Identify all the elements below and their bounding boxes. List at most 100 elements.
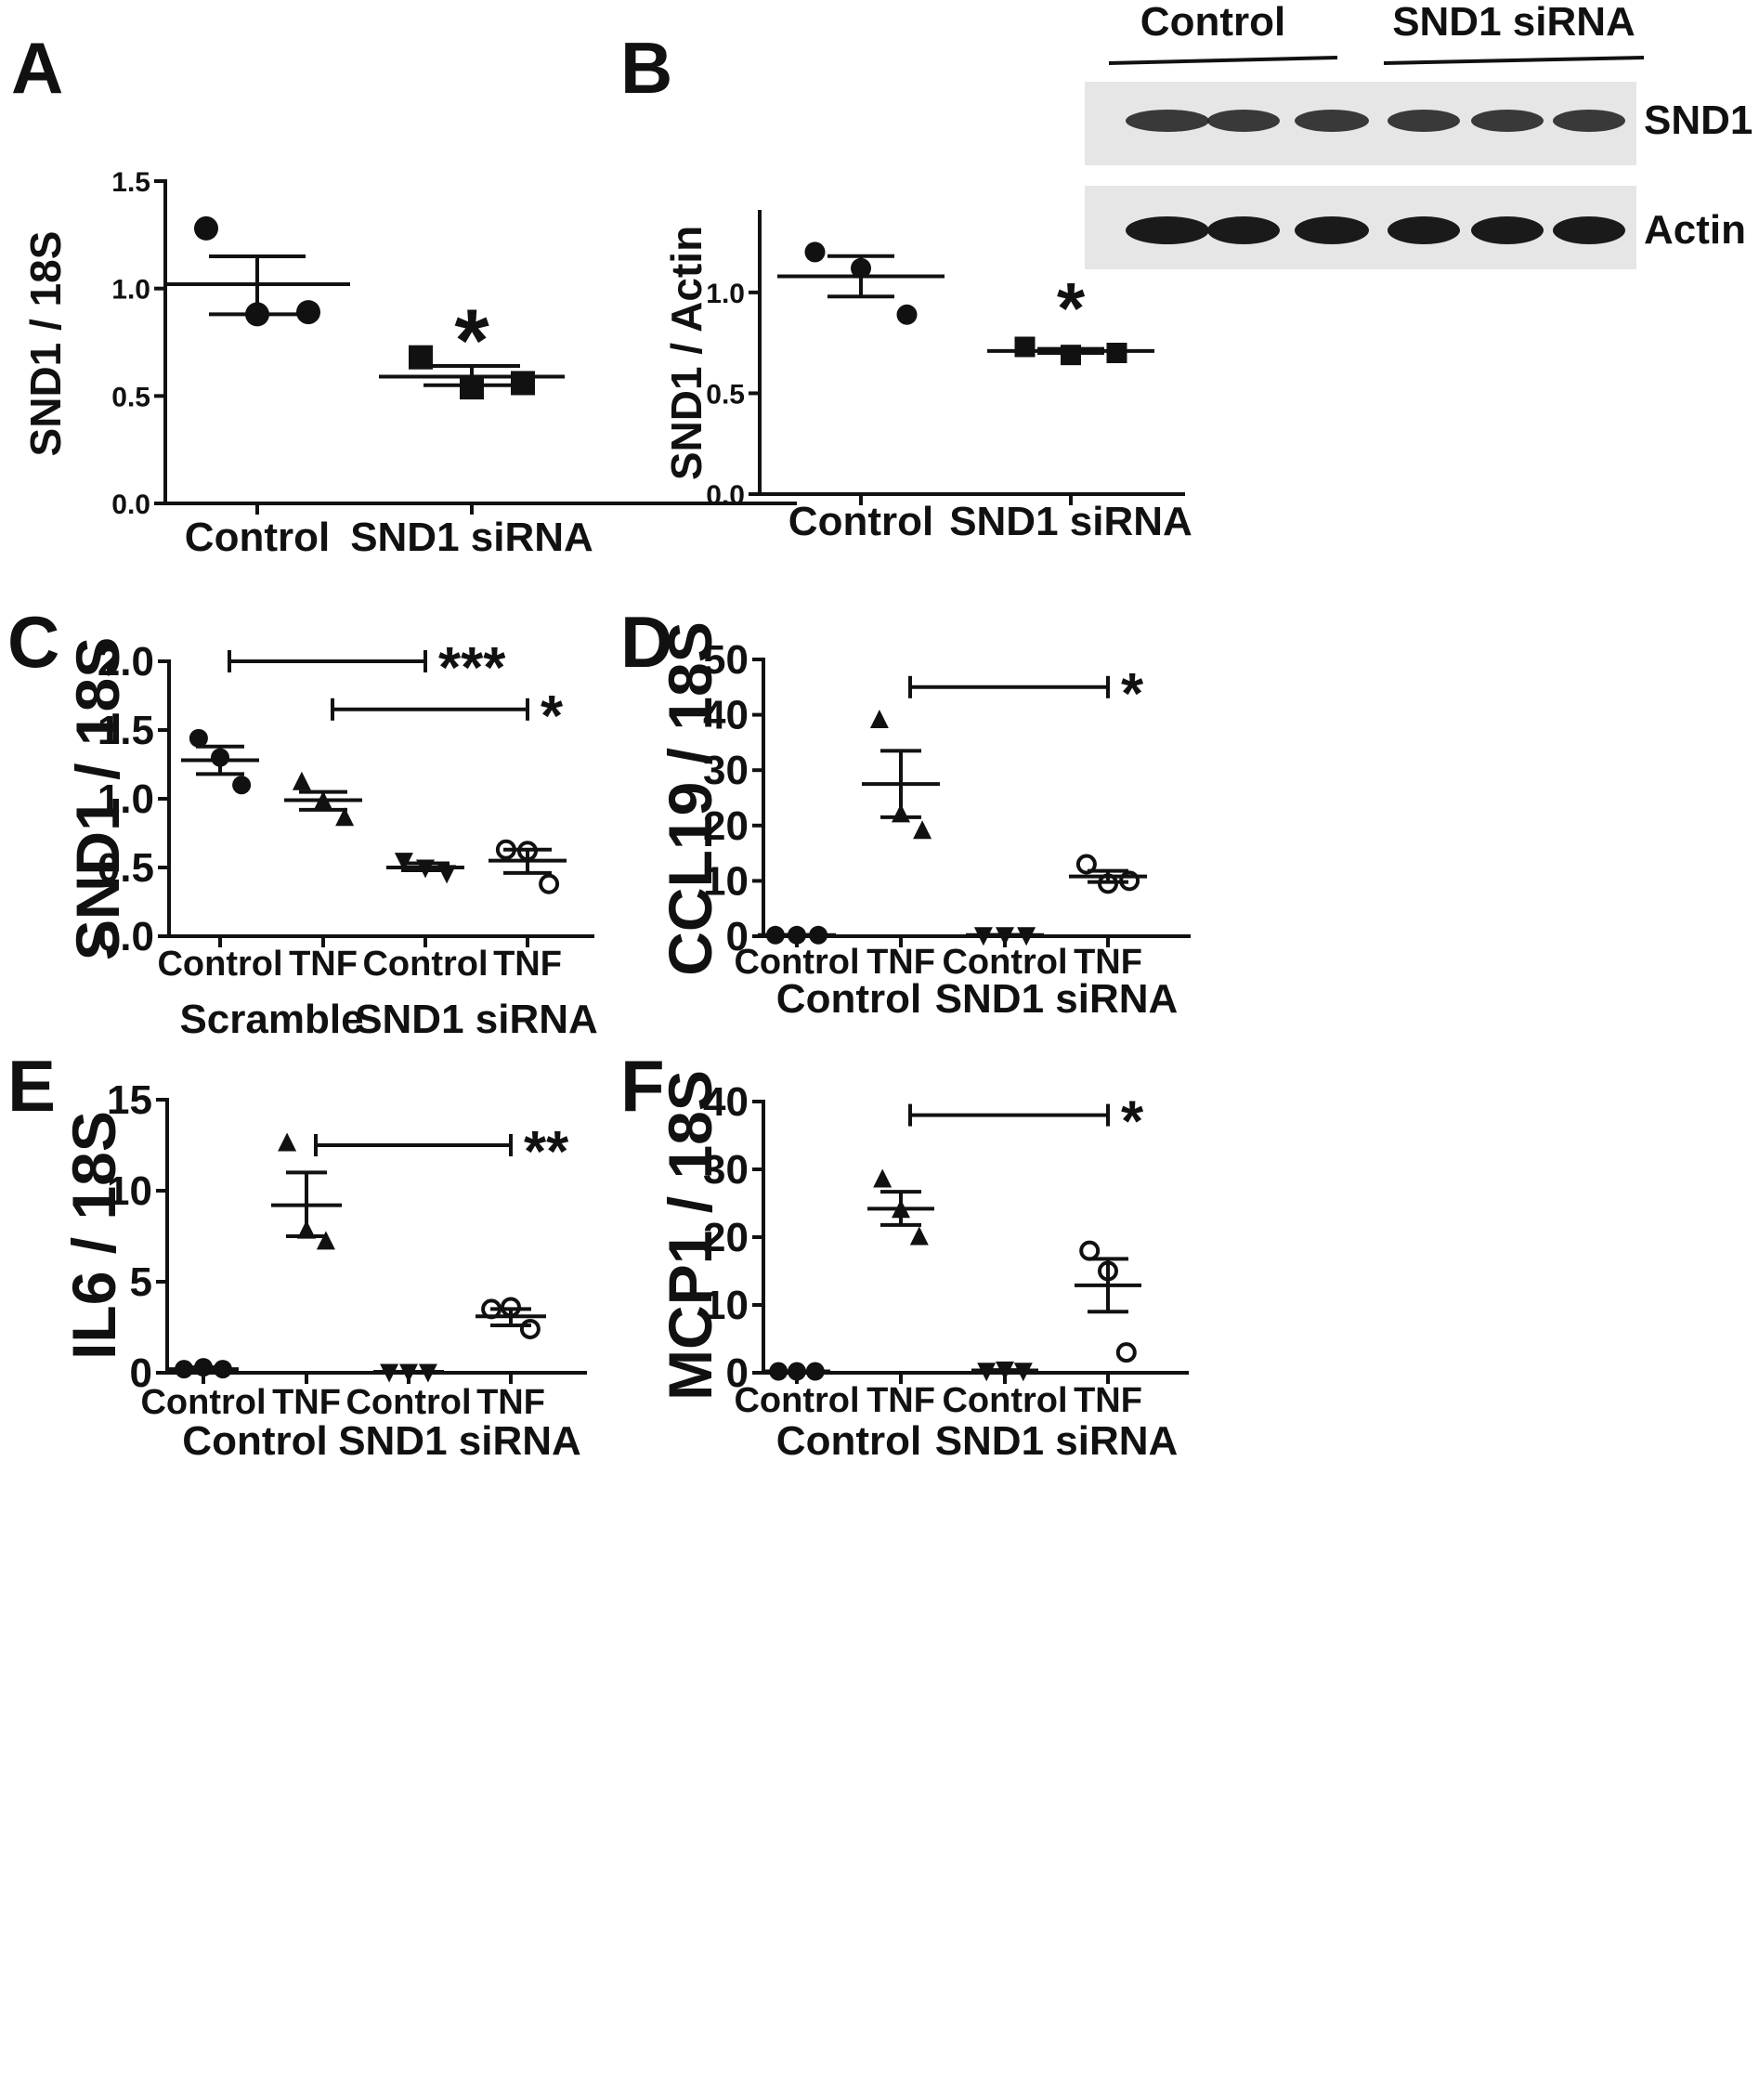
blot-band: [1553, 216, 1625, 244]
data-point: [804, 241, 826, 263]
series-2: [862, 710, 940, 840]
y-tick-label: 10: [703, 1283, 749, 1328]
data-point: [278, 1132, 297, 1152]
y-axis-label: IL6 / 18S: [59, 1111, 128, 1360]
series-1: [164, 215, 350, 327]
data-point: [1079, 1240, 1101, 1261]
x-tick-label: TNF: [476, 1383, 545, 1422]
data-point: [189, 728, 208, 748]
data-point: [232, 776, 252, 795]
group-label: Control: [182, 1418, 327, 1464]
blot-band: [1126, 110, 1209, 132]
data-point: [194, 215, 218, 241]
x-tick-label: SND1 siRNA: [949, 499, 1192, 544]
y-tick-label: 1.0: [98, 776, 154, 822]
group-label: Control: [776, 976, 921, 1022]
y-tick-label: 30: [703, 748, 749, 793]
blot-group-label: Control: [1140, 0, 1285, 45]
significance-star: *: [1121, 662, 1144, 726]
x-tick-label: TNF: [866, 1381, 935, 1420]
series-1: [763, 1362, 830, 1381]
data-point: [296, 300, 320, 325]
y-tick-label: 0.0: [111, 489, 150, 520]
y-tick-label: 0.0: [98, 914, 154, 959]
group-label: Scramble: [179, 997, 363, 1042]
blot-row-label: Actin: [1644, 207, 1746, 253]
y-axis-label: SND1 / 18S: [21, 231, 70, 457]
x-tick-label: Control: [345, 1383, 471, 1422]
data-point: [519, 1318, 541, 1339]
x-tick-label: TNF: [272, 1383, 341, 1422]
x-tick-label: Control: [157, 945, 282, 984]
x-tick-label: Control: [185, 515, 330, 560]
y-tick-label: 20: [703, 1215, 749, 1260]
y-tick-label: 15: [107, 1077, 152, 1123]
group-label: Control: [776, 1418, 921, 1464]
blot-band: [1207, 110, 1280, 132]
data-point: [869, 710, 889, 729]
panel-label-b: B: [620, 27, 672, 109]
x-tick-label: TNF: [289, 945, 358, 984]
x-tick-label: SND1 siRNA: [350, 515, 593, 560]
y-axis-label: CCL19 / 18S: [656, 621, 724, 976]
y-tick-label: 50: [703, 637, 749, 683]
significance-star: *: [541, 685, 564, 749]
series-2: [867, 1168, 934, 1246]
y-tick-label: 0: [130, 1350, 152, 1396]
panel-label-d: D: [620, 601, 672, 683]
data-point: [913, 820, 932, 840]
blot-band: [1471, 110, 1544, 132]
data-point: [873, 1168, 893, 1188]
series-2: [271, 1132, 342, 1250]
y-tick-label: 1.5: [111, 167, 150, 198]
y-tick-label: 0.5: [111, 382, 150, 412]
series-4: [1069, 854, 1147, 894]
blot-group-underline: [1383, 56, 1645, 65]
x-tick-label: TNF: [1074, 943, 1142, 982]
y-axis-label: SND1 / 18S: [63, 637, 132, 961]
series-1: [758, 925, 836, 945]
series-4: [489, 839, 567, 894]
group-label: SND1 siRNA: [355, 997, 598, 1042]
group-label: SND1 siRNA: [338, 1418, 581, 1464]
panel-label-e: E: [7, 1045, 56, 1127]
data-point: [292, 771, 311, 790]
significance-star: *: [454, 292, 489, 391]
blot-group-underline: [1108, 56, 1338, 65]
series-3: [386, 853, 464, 884]
y-tick-label: 0.5: [706, 379, 745, 410]
data-point: [316, 1231, 335, 1250]
y-tick-label: 10: [107, 1168, 152, 1214]
series-2: [987, 336, 1154, 366]
data-point: [1115, 1342, 1137, 1363]
data-point: [1106, 343, 1127, 363]
data-point: [511, 371, 535, 396]
y-tick-label: 0: [726, 914, 749, 959]
significance-star: *: [1121, 1090, 1144, 1154]
significance-star: ***: [438, 636, 506, 700]
y-tick-label: 5: [130, 1259, 152, 1305]
group-label: SND1 siRNA: [935, 1418, 1179, 1464]
x-tick-label: Control: [788, 499, 933, 544]
blot-band: [1126, 216, 1209, 244]
x-tick-label: TNF: [1074, 1381, 1142, 1420]
significance-star: *: [1057, 267, 1086, 348]
y-tick-label: 0.0: [706, 480, 745, 511]
y-tick-label: 40: [703, 693, 749, 738]
y-tick-label: 10: [703, 858, 749, 904]
blot-row-label: SND1: [1644, 98, 1752, 143]
x-tick-label: TNF: [493, 945, 562, 984]
x-tick-label: Control: [734, 943, 859, 982]
y-tick-label: 1.0: [706, 279, 745, 309]
data-point: [896, 304, 918, 325]
series-4: [1075, 1240, 1141, 1363]
y-tick-label: 1.0: [111, 275, 150, 306]
x-tick-label: Control: [362, 945, 488, 984]
chart-panel-a: A 0.0 0.5 1.0 1.5 Control SND1 siRNA SND1 / 18S…: [11, 27, 797, 560]
chart-panel-b: 0.0 0.5 1.0 Control SND1 siRNA SND1 / Actin *: [662, 210, 1192, 544]
panel-label-a: A: [11, 27, 63, 109]
